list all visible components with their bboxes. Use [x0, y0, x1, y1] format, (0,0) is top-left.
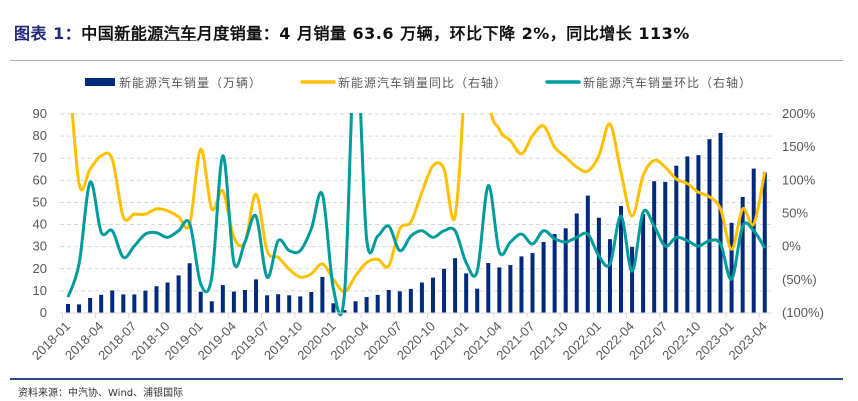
bar — [287, 295, 292, 313]
bar — [751, 168, 756, 313]
bar — [442, 268, 447, 313]
bar — [276, 294, 281, 313]
left-axis-tick-label: 30 — [33, 239, 47, 254]
bar — [497, 267, 502, 313]
bar — [231, 291, 236, 313]
bar — [176, 275, 181, 313]
bar — [154, 286, 159, 313]
bar — [143, 290, 148, 313]
legend-label: 新能源汽车销量环比（右轴） — [583, 75, 752, 90]
bar — [331, 303, 336, 313]
bar — [619, 205, 623, 313]
yoy-line — [70, 113, 767, 294]
bar — [641, 214, 646, 313]
bar — [729, 222, 734, 313]
legend-label: 新能源汽车销量（万辆） — [119, 75, 262, 90]
source-note: 资料来源：中汽协、Wind、浦银国际 — [18, 388, 184, 399]
chart-title: 图表 1：中国新能源汽车月度销量：4 月销量 63.6 万辆，环比下降 2%，同… — [14, 20, 690, 44]
right-axis-tick-label: 50% — [782, 206, 808, 221]
bar — [209, 301, 214, 313]
bar — [519, 256, 524, 313]
mom-line — [66, 113, 767, 317]
bar — [265, 295, 270, 313]
right-axis-tick-label: 200% — [782, 106, 816, 121]
bar — [353, 301, 358, 313]
right-axis-tick-label: (50%) — [782, 272, 817, 287]
bar — [254, 279, 259, 313]
bar — [607, 239, 612, 313]
bar — [397, 291, 402, 313]
left-axis-tick-label: 50 — [33, 194, 47, 209]
legend-swatch-bar — [85, 78, 115, 86]
title-part: 中国 — [81, 24, 115, 43]
bar — [674, 165, 679, 313]
bar — [530, 253, 535, 313]
bar — [740, 196, 745, 313]
right-axis-tick-label: 0% — [782, 239, 801, 254]
bar — [121, 294, 126, 313]
bar — [198, 291, 203, 313]
bar — [707, 139, 712, 313]
bar — [486, 263, 491, 313]
bar — [99, 294, 104, 313]
bar — [320, 276, 325, 313]
bar — [430, 277, 435, 313]
bar — [563, 228, 568, 313]
bar — [66, 303, 70, 313]
title-part: 月度销量：4 月销量 63.6 万辆，环比下降 2%，同比增长 113% — [196, 24, 690, 43]
bar — [220, 285, 225, 313]
bar — [375, 294, 380, 313]
bar — [309, 291, 314, 313]
bar — [508, 265, 513, 313]
bar — [77, 304, 82, 313]
bar — [453, 258, 458, 313]
bar — [541, 242, 546, 313]
bar — [132, 294, 137, 313]
bar — [408, 288, 413, 313]
left-axis-tick-label: 0 — [40, 305, 47, 320]
bar — [762, 172, 767, 313]
legend-label: 新能源汽车销量同比（右轴） — [338, 75, 507, 90]
bar — [364, 297, 369, 313]
bar — [585, 195, 590, 313]
title-link[interactable]: 新能源汽车 — [114, 24, 197, 43]
bar — [574, 213, 579, 313]
bar — [718, 133, 723, 313]
bar — [110, 290, 115, 313]
bar — [596, 217, 601, 313]
divider-bottom — [10, 378, 843, 380]
right-axis-tick-label: 150% — [782, 139, 816, 154]
bar — [630, 246, 635, 313]
bar — [242, 290, 247, 313]
right-axis-tick-label: (100%) — [782, 305, 824, 320]
bar — [696, 155, 701, 313]
left-axis-tick-label: 40 — [33, 217, 47, 232]
bar — [187, 263, 192, 313]
left-axis-tick-label: 80 — [33, 128, 47, 143]
bar — [88, 297, 93, 313]
bar — [475, 288, 480, 313]
bar — [685, 156, 690, 313]
bar — [552, 234, 557, 313]
figure-number: 图表 1： — [14, 24, 82, 43]
left-axis-tick-label: 20 — [33, 261, 47, 276]
bar — [464, 273, 469, 313]
bar — [419, 282, 424, 313]
bar — [298, 296, 303, 313]
left-axis-tick-label: 60 — [33, 172, 47, 187]
divider-top — [10, 60, 843, 61]
right-axis-tick-label: 100% — [782, 172, 816, 187]
left-axis-tick-label: 70 — [33, 150, 47, 165]
bar — [165, 282, 170, 313]
left-axis-tick-label: 10 — [33, 283, 47, 298]
left-axis-tick-label: 90 — [33, 106, 47, 121]
bar — [342, 310, 347, 313]
bar — [386, 290, 391, 313]
bar — [652, 181, 657, 313]
